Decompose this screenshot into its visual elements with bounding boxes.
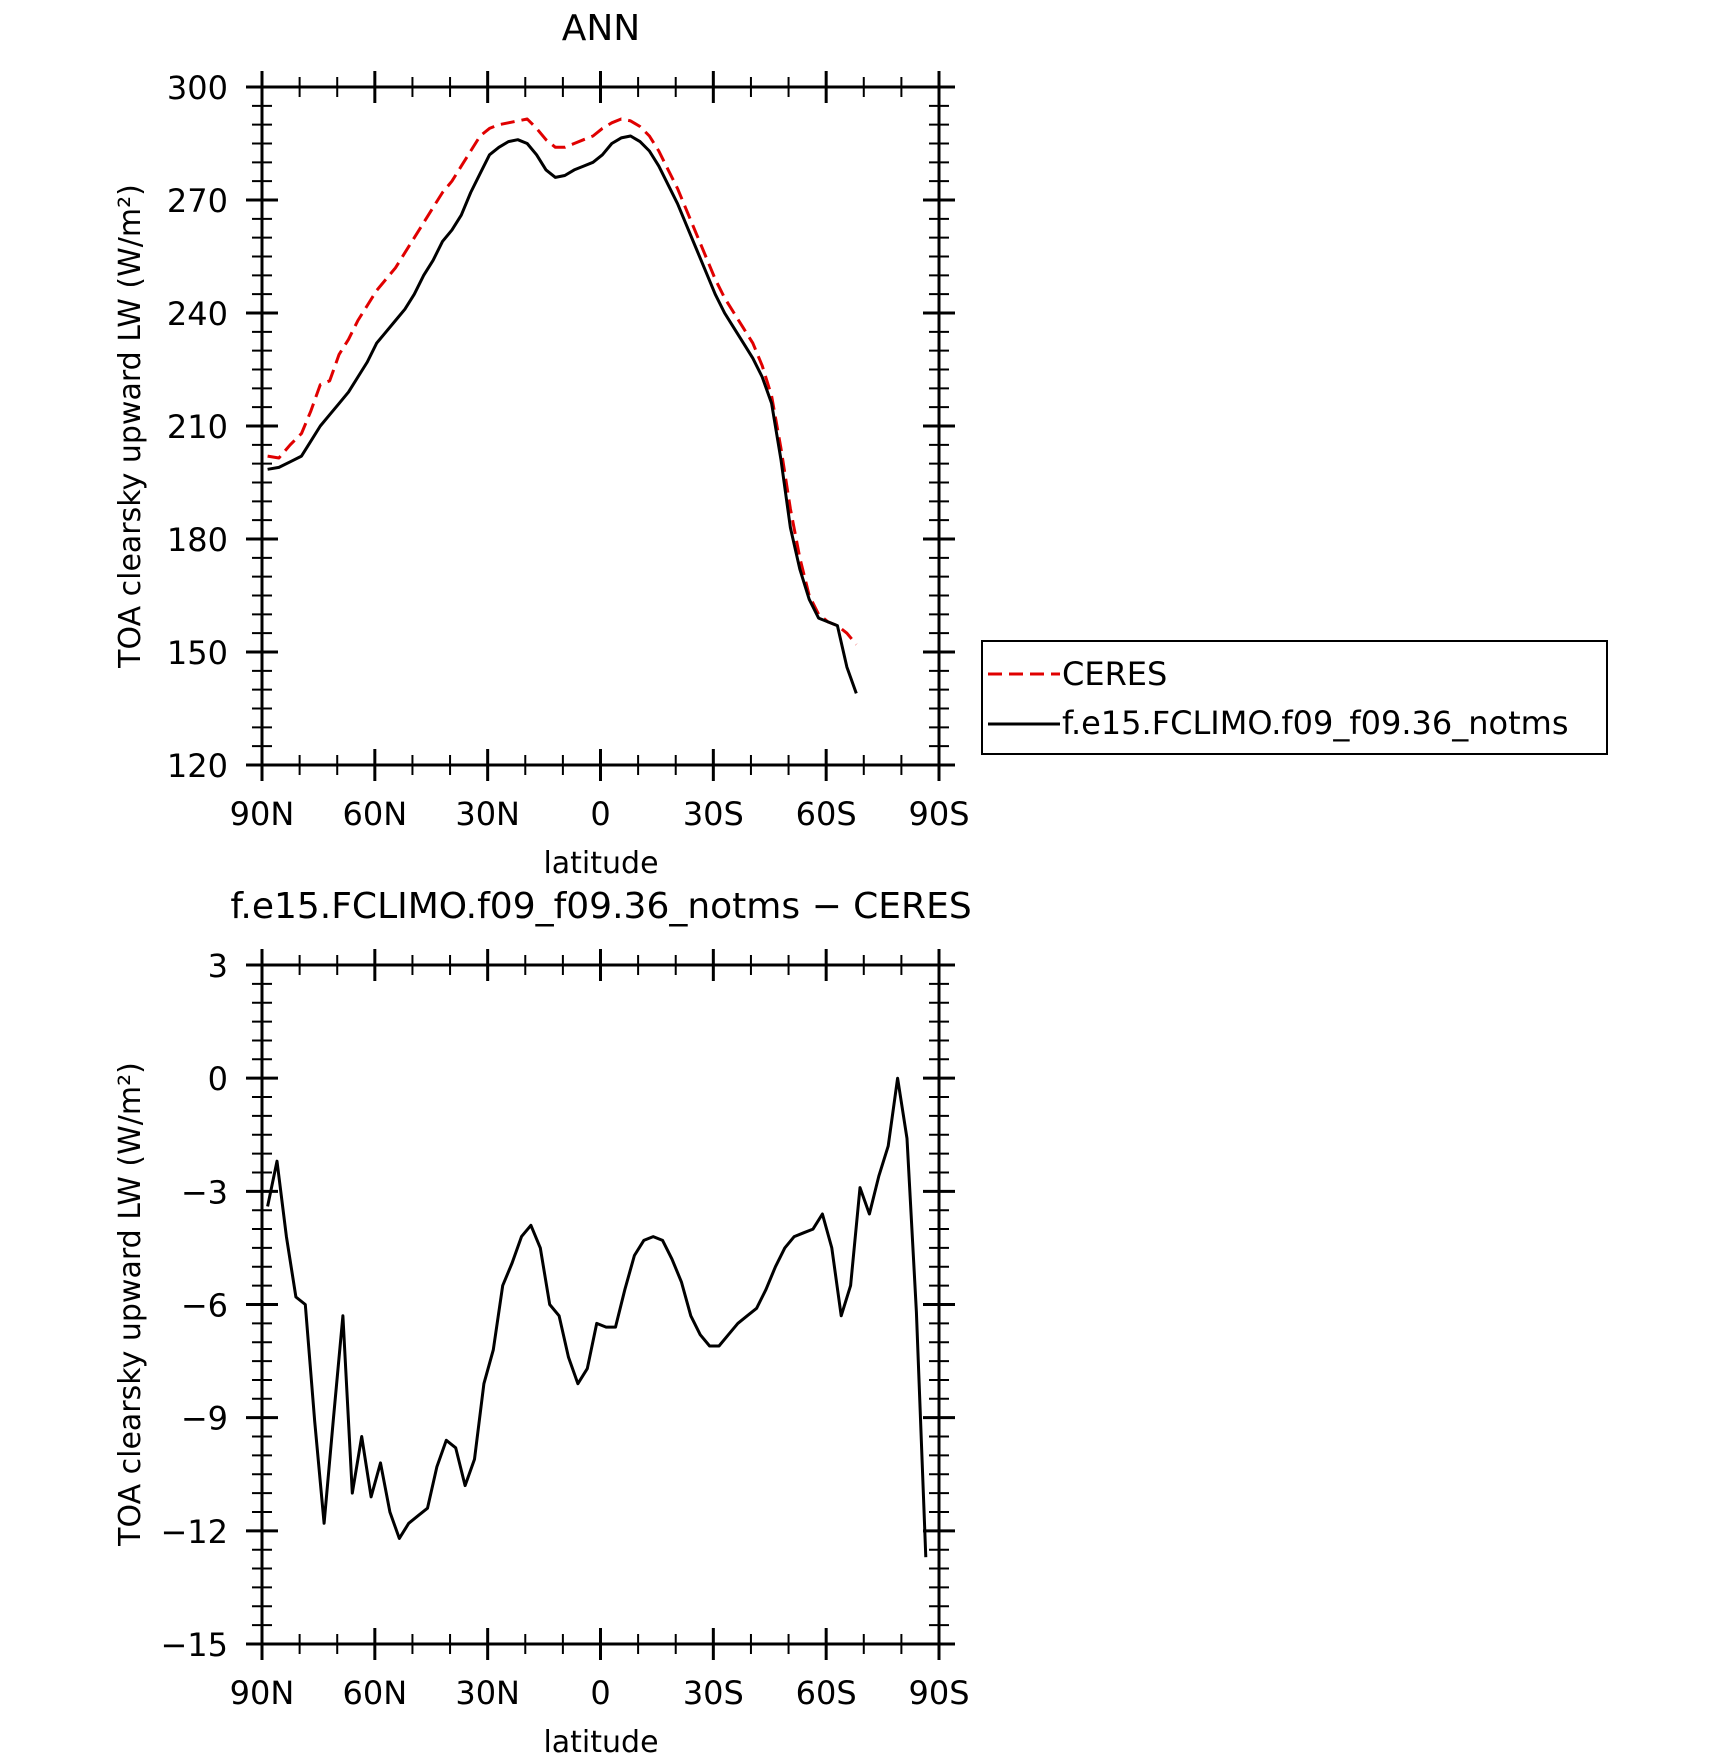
y-tick-label: −9 xyxy=(181,1400,228,1438)
y-tick-label: 120 xyxy=(167,747,228,785)
x-tick-label: 30N xyxy=(455,1674,520,1712)
y-tick-label: −15 xyxy=(160,1626,228,1664)
y-tick-label: 3 xyxy=(208,947,228,985)
x-tick-label: 0 xyxy=(590,1674,610,1712)
plot-frame xyxy=(260,963,941,1646)
legend-label-model: f.e15.FCLIMO.f09_f09.36_notms xyxy=(1062,704,1568,742)
x-tick-label: 0 xyxy=(590,795,610,833)
series-line-difference xyxy=(266,1076,928,1558)
x-tick-label: 30S xyxy=(683,795,744,833)
x-tick-label: 90N xyxy=(230,1674,295,1712)
chart-title: ANN xyxy=(562,8,641,49)
plot-frame xyxy=(260,85,941,767)
y-tick-label: −3 xyxy=(181,1173,228,1211)
y-tick-label: 210 xyxy=(167,408,228,446)
y-axis-label: TOA clearsky upward LW (W/m²) xyxy=(113,1062,148,1547)
x-tick-label: 60N xyxy=(343,795,408,833)
legend-box xyxy=(981,640,1608,755)
x-tick-label: 90S xyxy=(908,795,969,833)
x-tick-labels: 90N 60N 30N 0 30S 60S 90S xyxy=(230,1674,970,1712)
y-tick-label: 180 xyxy=(167,521,228,559)
x-tick-label: 60S xyxy=(796,795,857,833)
bottom-panel: f.e15.FCLIMO.f09_f09.36_notms − CERES −1… xyxy=(113,886,972,1756)
y-axis-label: TOA clearsky upward LW (W/m²) xyxy=(113,184,148,669)
chart-title: f.e15.FCLIMO.f09_f09.36_notms − CERES xyxy=(230,886,971,927)
x-tick-label: 60S xyxy=(796,1674,857,1712)
legend: CERES f.e15.FCLIMO.f09_f09.36_notms xyxy=(981,640,1608,755)
tick-marks xyxy=(246,949,955,1660)
y-tick-label: 240 xyxy=(167,295,228,333)
y-tick-label: 150 xyxy=(167,634,228,672)
series-group xyxy=(267,117,858,694)
x-axis-label: latitude xyxy=(543,846,658,881)
y-tick-label: 270 xyxy=(167,182,228,220)
x-tick-label: 30N xyxy=(455,795,520,833)
y-tick-label: −12 xyxy=(160,1513,228,1551)
tick-marks xyxy=(246,71,955,781)
y-tick-labels: −15 −12 −9 −6 −3 0 3 xyxy=(160,947,228,1664)
y-tick-label: 0 xyxy=(208,1060,228,1098)
y-tick-label: −6 xyxy=(181,1287,228,1325)
x-tick-label: 60N xyxy=(343,1674,408,1712)
x-tick-label: 90S xyxy=(908,1674,969,1712)
series-line-f-e15-fclimo-f09-f09-36-notms xyxy=(267,134,858,694)
y-tick-labels: 120 150 180 210 240 270 300 xyxy=(167,69,228,785)
x-axis-label: latitude xyxy=(543,1725,658,1756)
x-tick-label: 30S xyxy=(683,1674,744,1712)
x-tick-labels: 90N 60N 30N 0 30S 60S 90S xyxy=(230,795,970,833)
legend-label-ceres: CERES xyxy=(1062,655,1167,693)
series-line-ceres xyxy=(267,117,858,646)
top-panel: ANN 120 150 180 210 240 270 300 90N 60N 30N 0 30S 6… xyxy=(113,8,1608,881)
x-tick-label: 90N xyxy=(230,795,295,833)
series-group xyxy=(266,1076,928,1558)
y-tick-label: 300 xyxy=(167,69,228,107)
